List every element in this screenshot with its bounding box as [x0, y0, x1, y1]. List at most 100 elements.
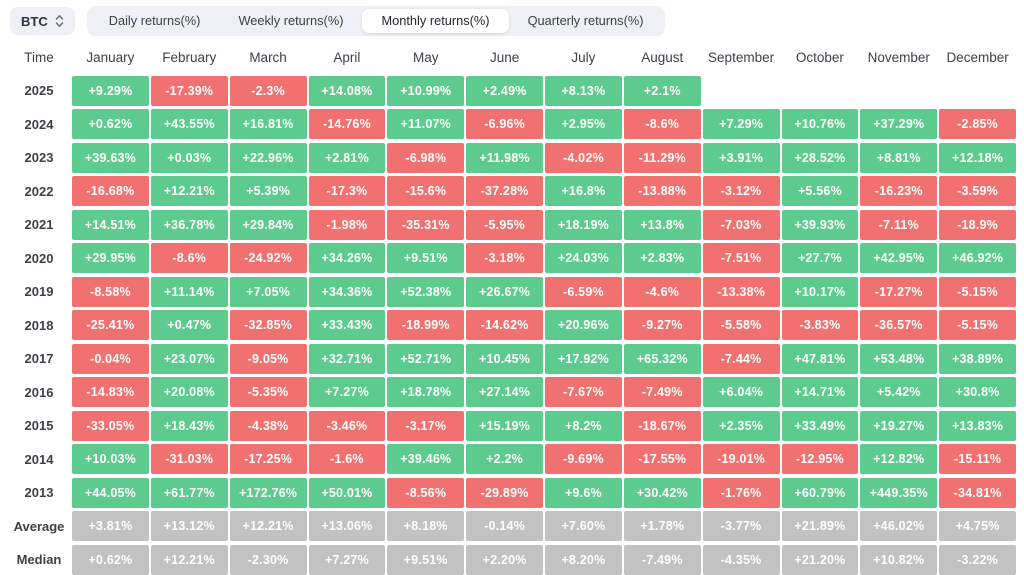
- column-header-september: September: [708, 49, 775, 65]
- tab-weekly-returns[interactable]: Weekly returns(%): [219, 9, 362, 33]
- return-cell: +3.91%: [702, 142, 780, 173]
- return-cell: +23.07%: [150, 343, 228, 374]
- return-cell: -0.04%: [72, 343, 149, 374]
- return-cell: +20.96%: [545, 310, 622, 340]
- row-label-2013: 2013: [24, 485, 54, 500]
- return-cell: +2.81%: [308, 142, 386, 173]
- return-cell: -15.11%: [939, 444, 1016, 474]
- return-cell: -6.98%: [387, 142, 465, 173]
- return-cell: [939, 76, 1016, 106]
- return-cell: +18.78%: [387, 377, 465, 407]
- column-header-april: April: [333, 49, 361, 65]
- return-cell: +16.81%: [229, 109, 307, 139]
- return-cell: -35.31%: [387, 209, 465, 240]
- return-cell: +449.35%: [860, 477, 938, 508]
- return-cell: -36.57%: [860, 310, 938, 340]
- return-cell: +5.56%: [781, 176, 859, 206]
- row-label-median: Median: [16, 552, 62, 567]
- return-cell: -1.76%: [702, 477, 780, 508]
- return-cell: +33.49%: [781, 410, 859, 441]
- return-cell: -3.12%: [702, 176, 780, 206]
- return-cell: -9.05%: [229, 343, 307, 374]
- column-header-march: March: [249, 49, 287, 65]
- return-cell: [703, 76, 780, 106]
- return-cell: -3.77%: [702, 511, 780, 541]
- return-cell: +13.06%: [308, 511, 386, 541]
- row-label-2019: 2019: [24, 284, 54, 299]
- row-label-2015: 2015: [24, 418, 54, 433]
- row-label-average: Average: [13, 518, 65, 534]
- tab-quarterly-returns[interactable]: Quarterly returns(%): [509, 9, 663, 33]
- tab-monthly-returns[interactable]: Monthly returns(%): [362, 9, 509, 33]
- column-header-august: August: [641, 49, 684, 65]
- returns-period-tabs: Daily returns(%) Weekly returns(%) Month…: [86, 6, 666, 36]
- return-cell: -3.18%: [466, 243, 543, 273]
- return-cell: +21.20%: [781, 544, 859, 575]
- return-cell: -12.95%: [781, 444, 859, 474]
- return-cell: +46.02%: [860, 511, 938, 541]
- return-cell: +16.8%: [545, 176, 622, 206]
- return-cell: +8.20%: [545, 544, 622, 575]
- return-cell: +19.27%: [860, 410, 938, 441]
- return-cell: -7.49%: [623, 544, 701, 575]
- return-cell: +30.8%: [939, 377, 1016, 407]
- return-cell: -11.29%: [623, 142, 701, 173]
- return-cell: +12.82%: [860, 444, 938, 474]
- return-cell: +7.27%: [308, 377, 386, 407]
- symbol-selector[interactable]: BTC: [10, 7, 75, 35]
- return-cell: -7.11%: [860, 209, 938, 240]
- return-cell: +29.95%: [72, 243, 149, 273]
- return-cell: +20.08%: [150, 377, 228, 407]
- return-cell: +34.26%: [308, 243, 386, 273]
- tab-daily-returns[interactable]: Daily returns(%): [90, 9, 220, 33]
- return-cell: -31.03%: [150, 444, 228, 474]
- row-label-2020: 2020: [24, 250, 54, 266]
- return-cell: +34.36%: [308, 276, 386, 307]
- return-cell: -13.38%: [702, 276, 780, 307]
- return-cell: +13.12%: [150, 511, 228, 541]
- return-cell: -37.28%: [466, 176, 543, 206]
- return-cell: +0.03%: [150, 142, 228, 173]
- return-cell: +5.42%: [860, 377, 938, 407]
- return-cell: -5.95%: [466, 209, 543, 240]
- return-cell: -4.38%: [229, 410, 307, 441]
- return-cell: +27.14%: [466, 377, 543, 407]
- return-cell: +28.52%: [781, 142, 859, 173]
- return-cell: -5.15%: [939, 276, 1016, 307]
- return-cell: +8.2%: [545, 410, 622, 441]
- row-label-2021: 2021: [24, 217, 54, 232]
- return-cell: -33.05%: [72, 410, 149, 441]
- return-cell: +8.13%: [545, 75, 622, 106]
- return-cell: +43.55%: [150, 109, 228, 139]
- return-cell: +36.78%: [150, 209, 228, 240]
- return-cell: -8.6%: [150, 243, 228, 273]
- return-cell: +2.49%: [466, 75, 543, 106]
- return-cell: +10.99%: [387, 75, 465, 106]
- return-cell: -15.6%: [387, 176, 465, 206]
- return-cell: +33.43%: [308, 310, 386, 340]
- return-cell: -2.3%: [229, 75, 307, 106]
- row-label-2022: 2022: [24, 183, 54, 199]
- return-cell: -17.27%: [860, 276, 938, 307]
- return-cell: -19.01%: [702, 444, 780, 474]
- return-cell: -1.98%: [308, 209, 386, 240]
- return-cell: +12.21%: [150, 176, 228, 206]
- return-cell: +7.60%: [545, 511, 622, 541]
- row-label-2017: 2017: [24, 351, 54, 366]
- row-label-2025: 2025: [24, 83, 54, 98]
- return-cell: -3.22%: [939, 544, 1016, 575]
- return-cell: -25.41%: [72, 310, 149, 340]
- column-header-july: July: [571, 49, 596, 65]
- return-cell: +1.78%: [623, 511, 701, 541]
- return-cell: -14.83%: [72, 377, 149, 407]
- return-cell: +10.76%: [781, 109, 859, 139]
- return-cell: -17.55%: [623, 444, 701, 474]
- return-cell: +9.6%: [545, 477, 622, 508]
- return-cell: +61.77%: [150, 477, 228, 508]
- return-cell: +24.03%: [545, 243, 622, 273]
- return-cell: +2.1%: [623, 75, 701, 106]
- return-cell: +7.29%: [702, 109, 780, 139]
- return-cell: -7.49%: [623, 377, 701, 407]
- return-cell: +65.32%: [623, 343, 701, 374]
- return-cell: -3.46%: [308, 410, 386, 441]
